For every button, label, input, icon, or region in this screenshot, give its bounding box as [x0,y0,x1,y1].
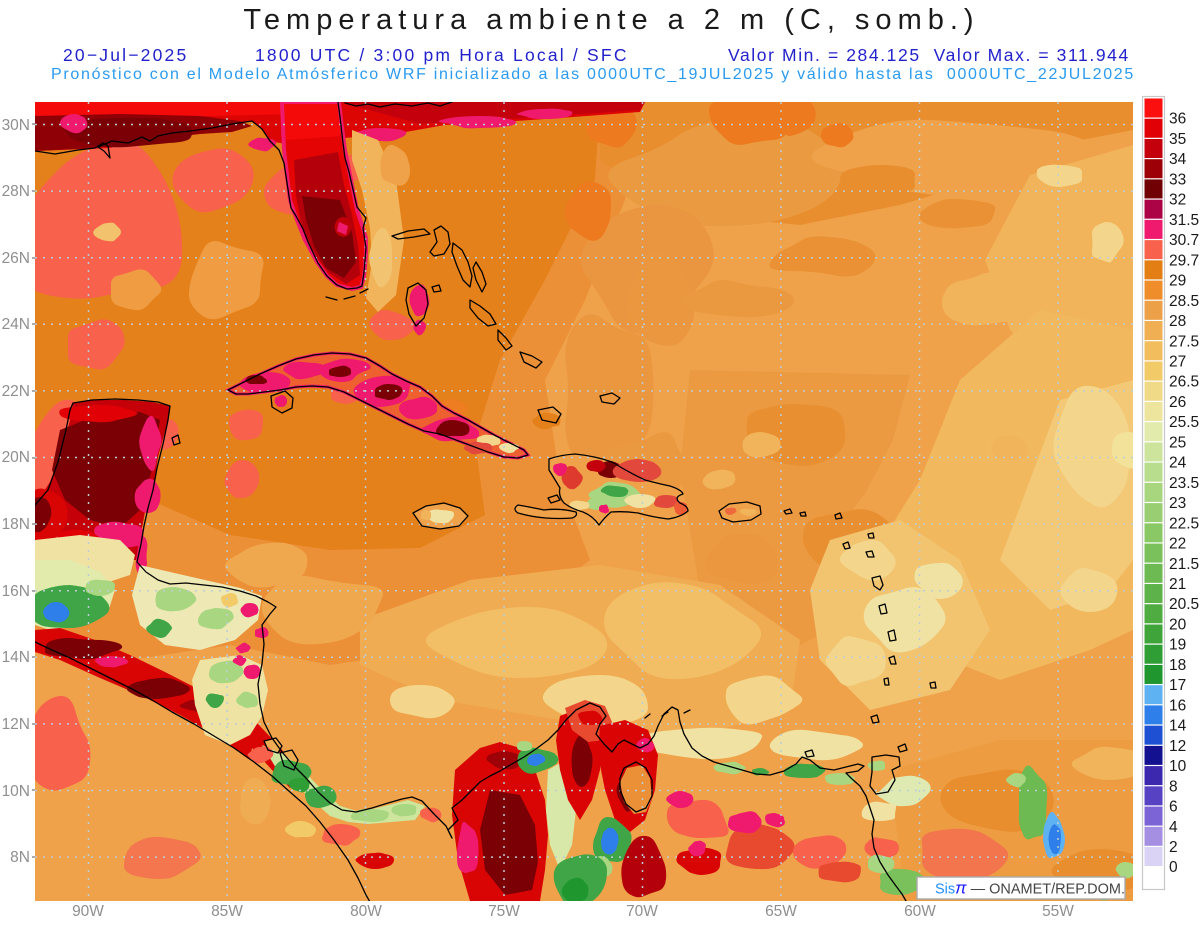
svg-text:23.5: 23.5 [1169,475,1199,492]
svg-text:36: 36 [1169,111,1186,128]
svg-text:19: 19 [1169,637,1186,654]
svg-text:30.7: 30.7 [1169,232,1199,249]
svg-text:12N: 12N [2,716,30,733]
svg-text:14N: 14N [2,649,30,666]
svg-text:27: 27 [1169,354,1186,371]
svg-text:21.5: 21.5 [1169,556,1199,573]
svg-text:20: 20 [1169,617,1187,634]
svg-text:60W: 60W [904,903,936,920]
svg-text:27.5: 27.5 [1169,333,1199,350]
svg-text:10N: 10N [2,783,30,800]
svg-text:29: 29 [1169,273,1186,290]
svg-text:80W: 80W [350,903,382,920]
svg-text:85W: 85W [211,903,243,920]
svg-text:21: 21 [1169,576,1186,593]
svg-text:28: 28 [1169,313,1186,330]
svg-text:30N: 30N [2,117,30,134]
svg-text:12: 12 [1169,738,1186,755]
svg-text:2: 2 [1169,839,1178,856]
svg-text:25: 25 [1169,434,1186,451]
svg-text:32: 32 [1169,192,1186,209]
svg-text:28N: 28N [2,183,30,200]
svg-text:22N: 22N [2,383,30,400]
svg-text:55W: 55W [1042,903,1074,920]
svg-text:20N: 20N [2,449,30,466]
svg-text:35: 35 [1169,131,1186,148]
svg-text:22.5: 22.5 [1169,515,1199,532]
svg-text:0: 0 [1169,859,1178,876]
svg-text:28.5: 28.5 [1169,293,1199,310]
svg-text:90W: 90W [72,903,104,920]
svg-text:23: 23 [1169,495,1186,512]
svg-text:16: 16 [1169,697,1186,714]
svg-text:24N: 24N [2,316,30,333]
svg-text:26N: 26N [2,250,30,267]
svg-text:75W: 75W [488,903,520,920]
svg-text:16N: 16N [2,583,30,600]
svg-text:18N: 18N [2,516,30,533]
svg-text:8N: 8N [10,849,30,866]
svg-text:24: 24 [1169,455,1187,472]
svg-text:14: 14 [1169,718,1187,735]
svg-text:33: 33 [1169,171,1186,188]
svg-text:17: 17 [1169,677,1186,694]
svg-text:22: 22 [1169,536,1186,553]
svg-text:31.5: 31.5 [1169,212,1199,229]
svg-text:20.5: 20.5 [1169,596,1199,613]
svg-text:Sisπ — ONAMET/REP.DOM.: Sisπ — ONAMET/REP.DOM. [935,879,1125,898]
svg-text:18: 18 [1169,657,1186,674]
svg-text:65W: 65W [765,903,797,920]
svg-text:25.5: 25.5 [1169,414,1199,431]
svg-text:34: 34 [1169,151,1187,168]
svg-text:29.7: 29.7 [1169,252,1199,269]
svg-text:6: 6 [1169,799,1178,816]
svg-text:4: 4 [1169,819,1178,836]
svg-text:10: 10 [1169,758,1187,775]
svg-text:26: 26 [1169,394,1186,411]
svg-text:26.5: 26.5 [1169,374,1199,391]
svg-text:8: 8 [1169,778,1178,795]
svg-text:70W: 70W [626,903,658,920]
